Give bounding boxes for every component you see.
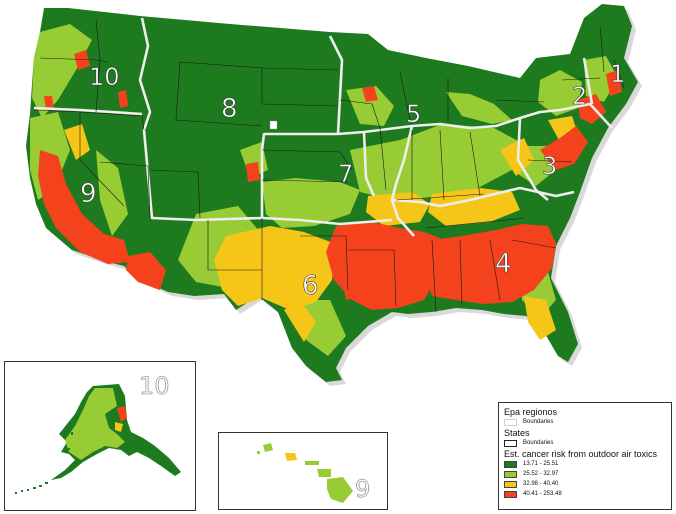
hawaii-inset: 9 (218, 432, 388, 510)
legend-epa-title: Epa regionos (504, 407, 558, 417)
state-boundaries (33, 19, 625, 313)
map-legend: Epa regionos Boundaries States Boundarie… (498, 402, 672, 510)
hawaii-maui (317, 469, 331, 477)
region-label-5: 5 (406, 100, 421, 128)
alaska-region-label: 10 (139, 372, 170, 400)
alaska-map: 10 (15, 372, 181, 494)
hawaii-molokai (305, 461, 319, 465)
region-label-4: 4 (495, 249, 512, 279)
legend-class-4-label: 40.41 - 253.48 (523, 491, 562, 497)
hawaii-oahu (285, 453, 297, 461)
region-label-3: 3 (542, 152, 557, 180)
legend-class-3-swatch (504, 480, 517, 488)
legend-epa-row: Boundaries (504, 417, 666, 427)
hawaii-kauai (263, 443, 273, 452)
hawaii-map: 9 (257, 443, 371, 503)
legend-class-3-label: 32.98 - 40.40 (523, 481, 559, 487)
legend-states-item: Boundaries (523, 440, 554, 446)
hawaii-big-island (327, 477, 353, 503)
alaska-class3 (115, 422, 123, 432)
class4-zones (38, 50, 622, 310)
legend-class-3: 32.98 - 40.40 (504, 479, 666, 489)
legend-class-2: 25.52 - 32.97 (504, 469, 666, 479)
legend-class-1: 13.71 - 25.51 (504, 459, 666, 469)
region-labels: 1 2 3 4 5 6 7 8 9 10 (80, 60, 626, 302)
legend-states-row: Boundaries (504, 438, 666, 448)
legend-class-2-swatch (504, 470, 517, 478)
class3-zones (64, 116, 578, 342)
region-label-9: 9 (80, 179, 97, 209)
region-label-6: 6 (302, 271, 319, 301)
aleutian-islands (15, 432, 73, 494)
legend-class-2-label: 25.52 - 32.97 (523, 471, 559, 477)
legend-class-4: 40.41 - 253.48 (504, 489, 666, 499)
hawaii-region-label: 9 (355, 475, 370, 503)
region-label-1: 1 (610, 60, 625, 88)
legend-epa-swatch (504, 418, 517, 426)
legend-states-title: States (504, 428, 530, 438)
region-label-10: 10 (89, 63, 120, 91)
alaska-inset: 10 (4, 361, 196, 511)
region-label-8: 8 (221, 94, 238, 124)
region-label-7: 7 (338, 160, 353, 188)
alaska-class4 (117, 406, 127, 422)
legend-states-swatch (504, 439, 517, 447)
legend-class-1-label: 13.71 - 25.51 (523, 461, 559, 467)
map-marker (269, 120, 278, 130)
alaska-class2 (65, 388, 125, 460)
legend-risk-title: Est. cancer risk from outdoor air toxics (504, 449, 658, 459)
legend-epa-item: Boundaries (523, 419, 554, 425)
legend-class-1-swatch (504, 460, 517, 468)
hawaii-niihau (257, 451, 260, 454)
region-label-2: 2 (572, 82, 587, 110)
legend-class-4-swatch (504, 490, 517, 498)
epa-region-boundaries (33, 17, 613, 237)
